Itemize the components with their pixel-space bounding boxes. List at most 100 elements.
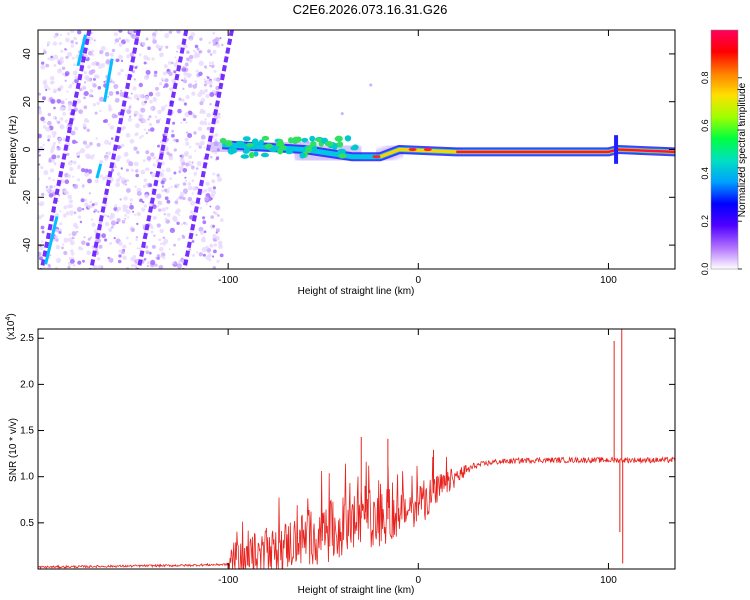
noise-speck	[61, 66, 66, 71]
colorbar: 0.0 0.2 0.4 0.6 0.8 Normalized spectral ampl…	[700, 29, 748, 275]
noise-speck	[58, 230, 62, 234]
noise-speck	[203, 188, 208, 193]
noise-speck	[148, 251, 152, 255]
noise-speck	[75, 41, 78, 45]
noise-speck	[171, 78, 176, 84]
noise-speck	[40, 116, 45, 122]
noise-speck	[213, 69, 217, 73]
noise-speck	[172, 215, 178, 221]
noise-speck	[159, 254, 163, 258]
noise-speck	[99, 49, 104, 55]
y-tick-label: 40	[22, 48, 33, 60]
noise-speck	[59, 85, 64, 90]
noise-speck	[206, 112, 211, 118]
noise-speck	[77, 215, 82, 219]
noise-speck	[58, 228, 63, 232]
noise-speck	[42, 96, 46, 101]
noise-speck	[164, 78, 169, 83]
noise-speck	[169, 227, 175, 233]
noise-speck	[71, 231, 77, 237]
noise-speck	[213, 243, 218, 247]
noise-speck	[107, 107, 113, 112]
noise-speck	[143, 128, 146, 131]
noise-speck	[59, 117, 64, 121]
noise-speck	[104, 238, 108, 242]
noise-speck	[104, 139, 110, 145]
noise-speck	[162, 256, 166, 260]
noise-speck	[184, 62, 189, 67]
noise-speck	[83, 96, 86, 100]
spectrogram-streaks	[39, 30, 234, 269]
noise-speck	[194, 149, 197, 152]
noise-speck	[47, 176, 52, 180]
noise-speck	[104, 51, 110, 57]
noise-speck	[219, 37, 222, 40]
noise-speck	[204, 118, 207, 121]
noise-speck	[124, 214, 128, 217]
noise-speck	[92, 264, 98, 269]
noise-speck	[165, 104, 168, 107]
noise-speck	[134, 133, 138, 137]
noise-speck	[133, 146, 138, 151]
snr-multiplier-exponent: 4	[5, 317, 12, 321]
noise-speck	[166, 189, 170, 193]
noise-speck	[42, 143, 45, 147]
trace-blob	[311, 145, 317, 153]
noise-speck	[197, 92, 203, 98]
noise-speck	[80, 168, 86, 173]
noise-speck	[180, 223, 183, 226]
noise-speck	[52, 41, 58, 46]
noise-speck	[210, 193, 215, 198]
noise-speck	[49, 168, 55, 173]
noise-speck	[194, 44, 199, 49]
noise-speck	[209, 84, 213, 88]
noise-speck	[38, 163, 41, 166]
noise-speck	[178, 97, 182, 101]
noise-speck	[70, 160, 73, 163]
noise-speck	[108, 227, 113, 232]
noise-speck	[117, 71, 121, 76]
noise-speck	[221, 43, 224, 47]
noise-speck	[112, 150, 115, 153]
noise-speck	[108, 123, 111, 126]
noise-speck	[97, 264, 102, 269]
noise-speck	[43, 120, 46, 124]
noise-speck	[64, 79, 67, 83]
noise-speck	[150, 259, 156, 265]
noise-speck	[128, 106, 132, 109]
noise-speck	[59, 124, 65, 130]
noise-speck	[94, 201, 98, 206]
noise-speck	[170, 185, 173, 188]
noise-speck	[55, 213, 60, 218]
noise-speck	[55, 238, 59, 242]
noise-speck	[59, 33, 63, 37]
noise-speck	[71, 252, 75, 256]
noise-speck	[212, 255, 215, 258]
noise-speck	[154, 70, 158, 75]
noise-speck	[83, 91, 89, 96]
noise-speck	[145, 132, 148, 135]
noise-speck	[187, 83, 193, 88]
noise-speck	[133, 78, 136, 81]
noise-speck	[83, 236, 86, 239]
noise-speck	[199, 101, 204, 106]
noise-speck	[169, 87, 174, 92]
noise-speck	[153, 174, 156, 178]
noise-speck	[142, 118, 147, 123]
noise-speck	[188, 160, 192, 164]
noise-speck	[166, 212, 171, 217]
noise-speck	[69, 240, 75, 246]
noise-speck	[188, 185, 193, 191]
noise-speck	[72, 70, 78, 76]
trace-blob	[253, 151, 259, 157]
noise-speck	[91, 49, 95, 53]
noise-speck	[111, 225, 114, 229]
noise-speck	[66, 152, 70, 156]
noise-speck	[48, 193, 54, 198]
noise-speck	[108, 215, 114, 221]
streak-highlight	[76, 34, 87, 67]
noise-speck	[176, 30, 181, 34]
noise-speck	[118, 241, 123, 246]
noise-speck	[124, 217, 127, 220]
noise-speck	[45, 63, 50, 68]
